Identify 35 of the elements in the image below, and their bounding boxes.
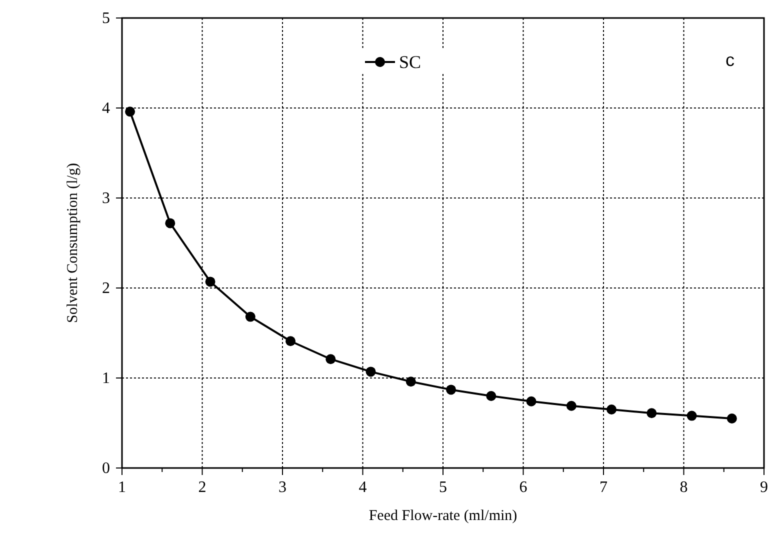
point [406, 376, 416, 387]
x-tick-label: 6 [519, 479, 528, 496]
point [286, 336, 296, 346]
point [606, 404, 617, 414]
point [646, 408, 657, 418]
point [366, 366, 376, 377]
point [205, 276, 216, 287]
y-axis-title: Solvent Consumption (l/g) [65, 162, 81, 324]
x-tick-label: 1 [118, 479, 126, 496]
y-tick-label: 0 [102, 460, 110, 477]
point [125, 106, 136, 117]
legend-label: SC [399, 52, 422, 72]
y-tick-label: 4 [102, 100, 110, 117]
point [486, 391, 496, 401]
x-tick-label: 2 [198, 479, 206, 496]
x-axis-title: Feed Flow-rate (ml/min) [368, 508, 518, 524]
y-tick-label: 3 [102, 190, 110, 207]
x-tick-label: 9 [760, 479, 768, 496]
point [686, 410, 697, 421]
x-tick-label: 3 [278, 479, 286, 496]
annotation: c [726, 50, 734, 70]
y-tick-label: 2 [102, 280, 110, 297]
x-tick-label: 5 [439, 479, 447, 496]
y-tick-label: 1 [102, 370, 110, 387]
point [446, 384, 456, 395]
point [165, 218, 176, 228]
y-tick-label: 5 [102, 10, 110, 27]
x-tick-label: 4 [358, 479, 367, 496]
point [566, 400, 576, 411]
point [245, 312, 256, 322]
x-tick-label: 8 [680, 479, 688, 496]
point [526, 396, 536, 406]
x-tick-label: 7 [600, 479, 608, 496]
point [326, 354, 336, 364]
point [726, 414, 737, 424]
